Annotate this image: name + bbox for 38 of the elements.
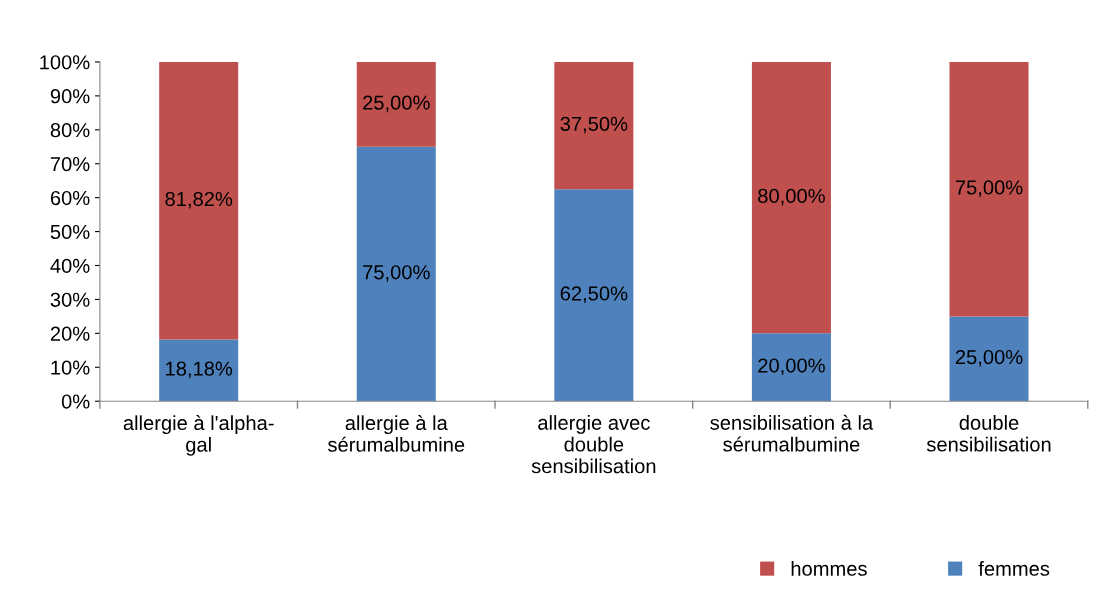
bar <box>159 61 239 340</box>
bar <box>554 61 634 190</box>
y-tick-label: 80% <box>50 123 90 138</box>
y-tick-label: 10% <box>51 360 90 375</box>
data-label: 37,50% <box>560 116 628 134</box>
data-label: 20,00% <box>758 358 825 376</box>
x-tick-label: sensibilisation à la sérumalbumine <box>710 414 874 452</box>
y-tick-label: 50% <box>50 224 90 240</box>
bar <box>949 61 1029 317</box>
y-tick-label: 90% <box>50 89 90 104</box>
y-tick-label: 20% <box>50 326 90 341</box>
x-tick-label: double sensibilisation <box>926 415 1051 452</box>
bar <box>356 61 436 147</box>
data-label: 25,00% <box>363 95 430 113</box>
y-tick-label: 60% <box>50 190 90 206</box>
data-label: 25,00% <box>955 349 1023 367</box>
data-label: 81,82% <box>165 191 233 209</box>
data-label: 62,50% <box>560 286 628 303</box>
data-label: 75,00% <box>955 180 1023 197</box>
y-tick-label: 100% <box>40 55 90 70</box>
bar <box>554 189 634 402</box>
y-tick-label: 30% <box>50 292 90 307</box>
legend-label: hommes <box>791 561 867 576</box>
data-label: 18,18% <box>166 361 233 379</box>
legend-label: femmes <box>978 561 1050 576</box>
x-tick-label: allergie à l'alpha- gal <box>123 415 274 456</box>
bar <box>751 61 831 334</box>
y-tick-label: 0% <box>61 394 90 409</box>
y-tick-label: 70% <box>50 156 90 172</box>
data-label: 75,00% <box>363 265 430 282</box>
bar <box>949 316 1029 402</box>
bar <box>159 339 239 402</box>
bar <box>356 146 436 402</box>
bar <box>751 333 831 402</box>
data-label: 80,00% <box>758 188 825 206</box>
y-tick-label: 40% <box>50 258 90 273</box>
x-tick-label: allergie avec double sensibilisation <box>531 415 656 474</box>
x-tick-label: allergie à la sérumalbumine <box>328 415 465 452</box>
